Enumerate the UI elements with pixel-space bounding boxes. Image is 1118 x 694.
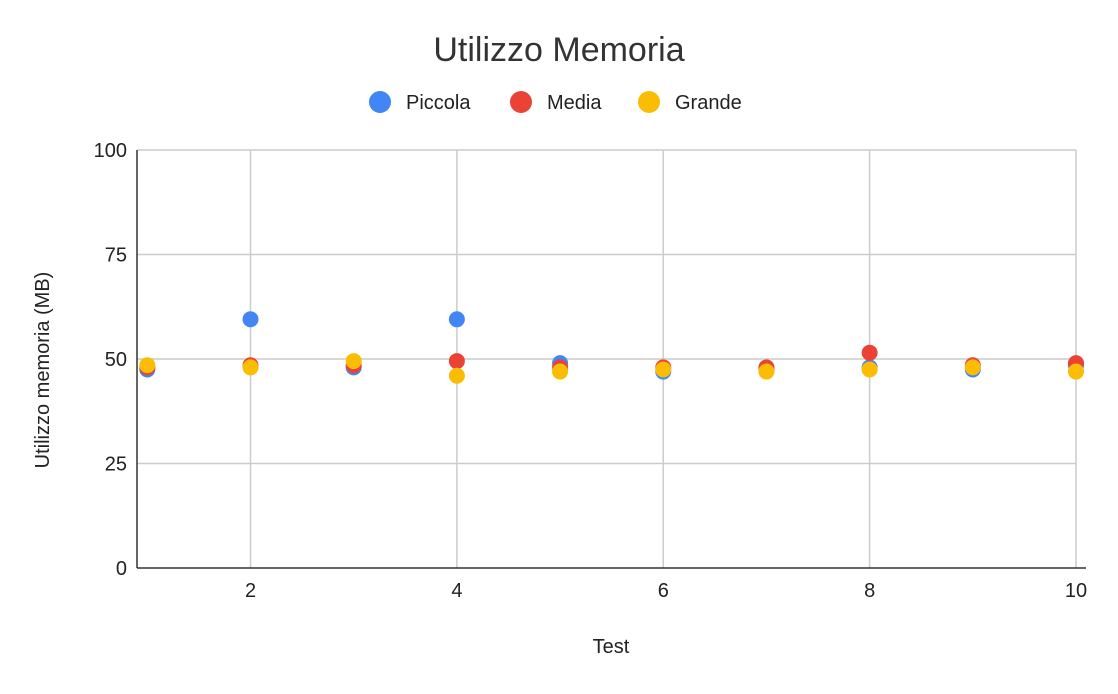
data-points <box>139 311 1084 384</box>
x-tick-label: 2 <box>245 580 256 602</box>
y-tick-label: 50 <box>105 349 127 371</box>
data-point-grande <box>139 357 156 374</box>
data-point-grande <box>964 359 981 376</box>
data-point-grande <box>758 363 775 380</box>
data-point-piccola <box>448 311 465 328</box>
data-point-grande <box>242 359 259 376</box>
y-tick-label: 100 <box>94 140 127 162</box>
legend-label: Media <box>547 92 602 114</box>
x-tick-label: 10 <box>1065 580 1087 602</box>
legend-marker <box>510 91 532 113</box>
data-point-piccola <box>242 311 259 328</box>
data-point-media <box>861 344 878 361</box>
data-point-grande <box>861 361 878 378</box>
legend-item-media: Media <box>510 91 602 114</box>
tick-labels: 0 25 50 75 100 2 4 6 8 10 <box>94 140 1088 602</box>
y-tick-label: 25 <box>105 454 127 476</box>
data-point-grande <box>655 361 672 378</box>
chart-title: Utilizzo Memoria <box>433 31 684 69</box>
legend-item-piccola: Piccola <box>369 91 471 114</box>
legend-label: Piccola <box>406 92 471 114</box>
grid <box>137 149 1077 568</box>
y-tick-label: 75 <box>105 245 127 267</box>
legend-marker <box>369 91 391 113</box>
legend-item-grande: Grande <box>638 91 742 114</box>
data-point-grande <box>552 363 569 380</box>
x-tick-label: 8 <box>864 580 875 602</box>
y-axis-label: Utilizzo memoria (MB) <box>32 272 54 469</box>
legend: Piccola Media Grande <box>369 91 742 114</box>
y-tick-label: 0 <box>116 558 127 580</box>
legend-marker <box>638 91 660 113</box>
data-point-grande <box>448 367 465 384</box>
legend-label: Grande <box>675 92 742 114</box>
data-point-grande <box>345 353 362 370</box>
x-axis-label: Test <box>593 636 630 658</box>
x-tick-label: 6 <box>658 580 669 602</box>
axes <box>136 150 1086 569</box>
x-tick-label: 4 <box>451 580 462 602</box>
data-point-media <box>448 353 465 370</box>
data-point-grande <box>1068 363 1084 380</box>
